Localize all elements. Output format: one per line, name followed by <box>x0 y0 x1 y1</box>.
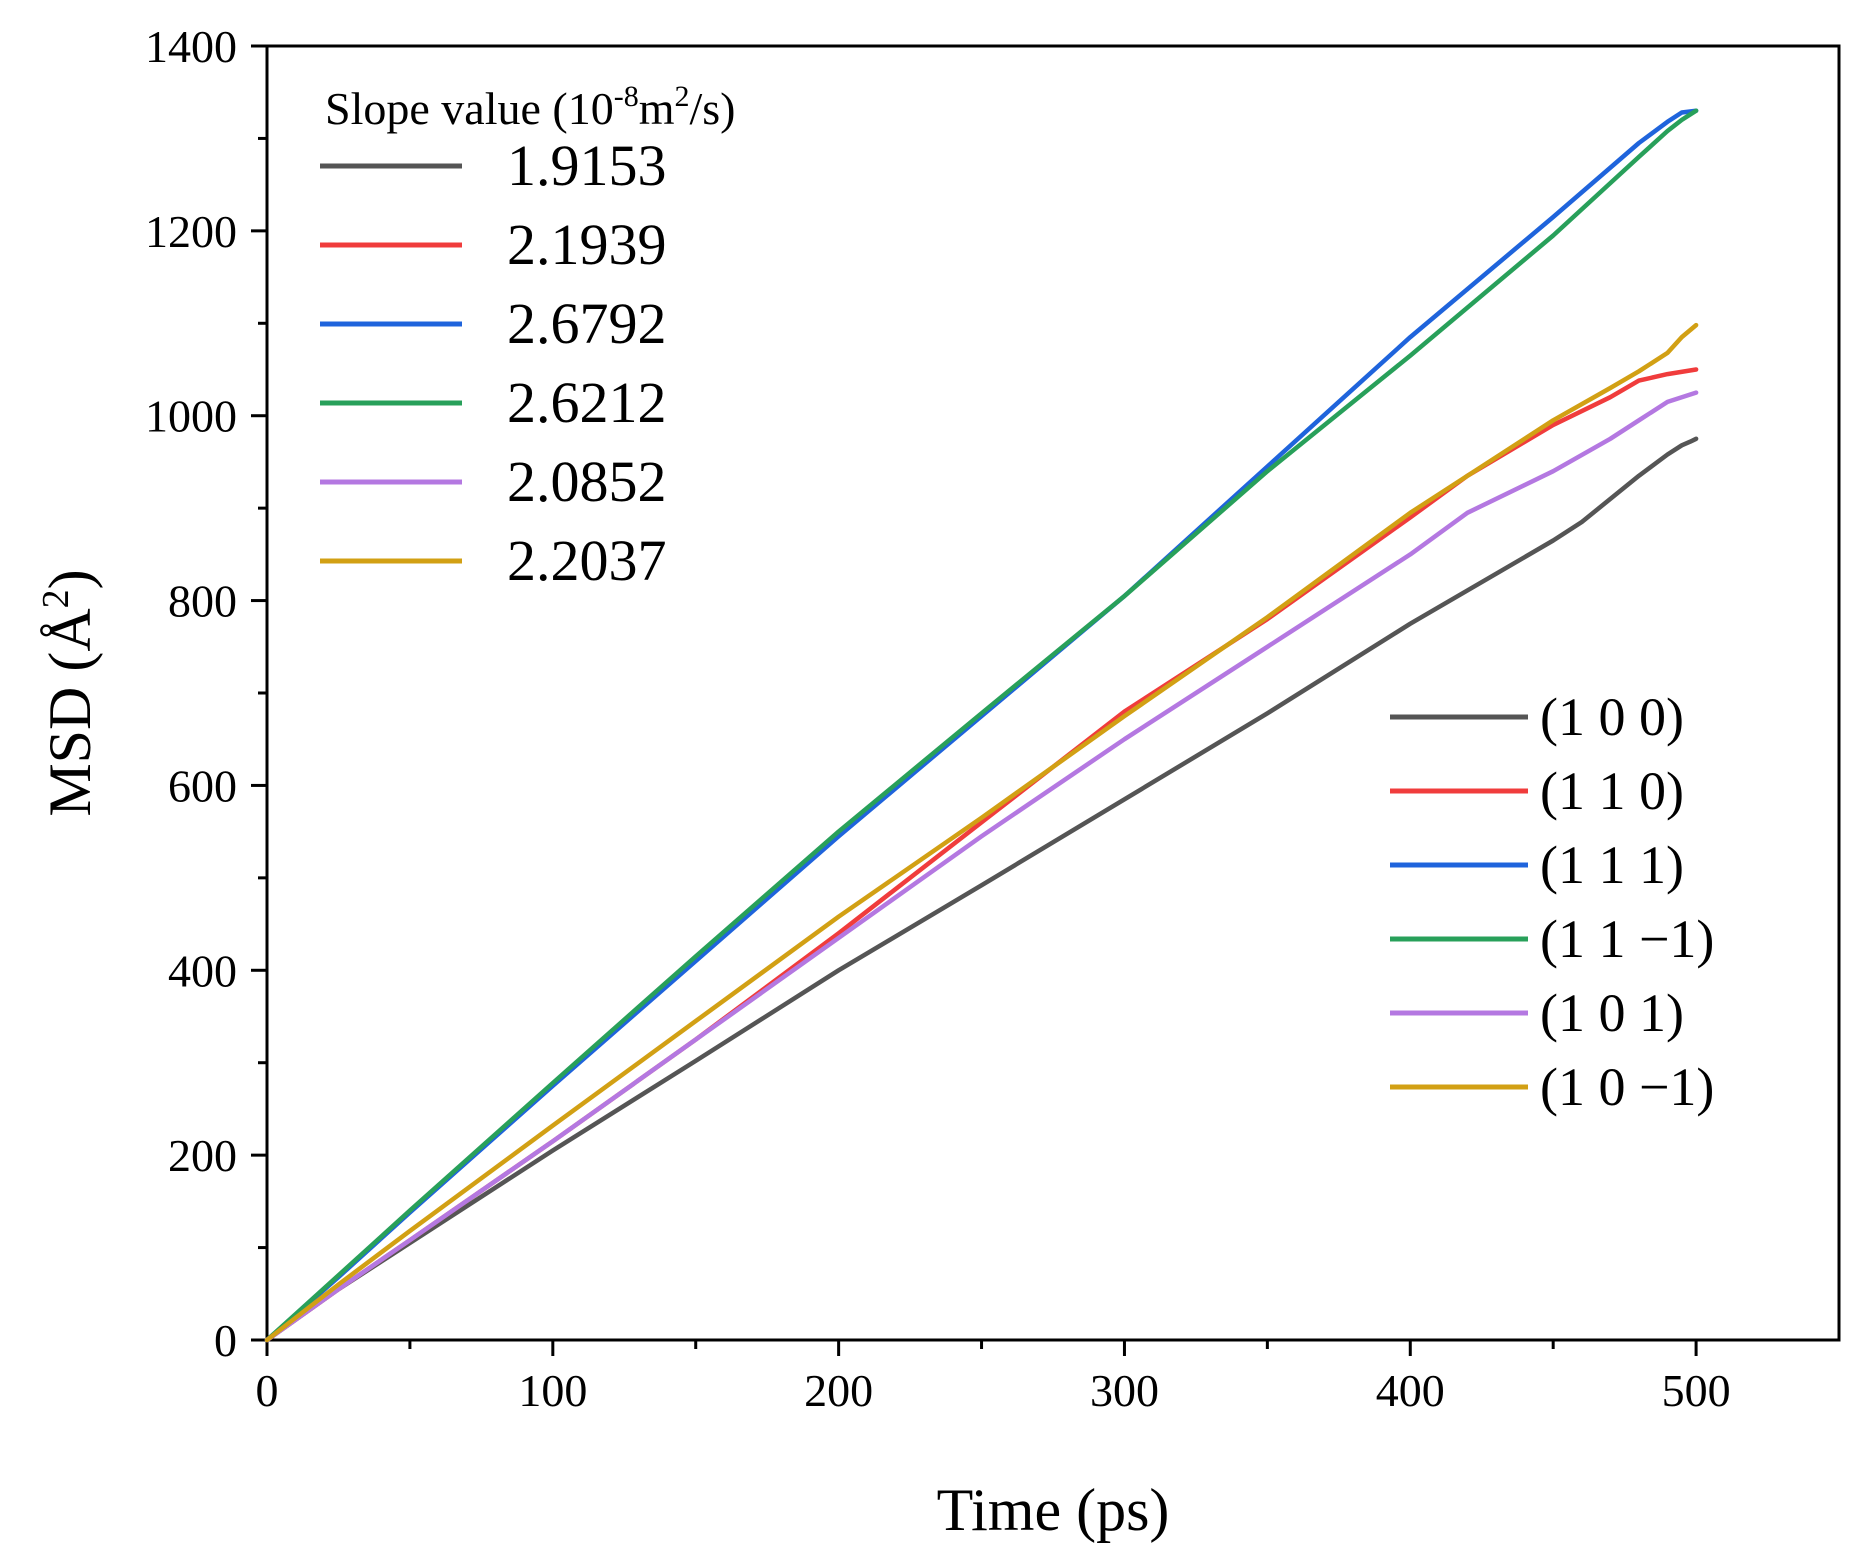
y-tick-label: 600 <box>168 760 237 811</box>
slope-legend-value: 2.6212 <box>507 370 667 435</box>
series-line <box>264 322 1699 1343</box>
series-legend: (1 0 0) (1 1 0) (1 1 1) (1 1 −1) (1 0 1) (1 0… <box>1390 687 1714 1117</box>
x-tick-label: 400 <box>1376 1365 1445 1416</box>
tick-labels: 0 100 200 300 400 500 0 200 400 600 800 1000 1200 140… <box>145 21 1731 1416</box>
series-line <box>264 436 1699 1343</box>
y-tick-label: 200 <box>168 1130 237 1181</box>
slope-header-suffix: /s) <box>690 83 736 134</box>
slope-legend: 1.9153 2.1939 2.6792 2.6212 2.0852 2.2037 <box>320 133 667 593</box>
slope-header-mid: m <box>639 83 675 134</box>
series-line <box>264 108 1699 1343</box>
x-tick-label: 100 <box>518 1365 587 1416</box>
y-tick-label: 400 <box>168 945 237 996</box>
slope-header-prefix: Slope value (10 <box>325 83 614 134</box>
y-tick-label: 1200 <box>145 206 237 257</box>
slope-header-exp: -8 <box>614 80 639 113</box>
y-axis-title-main: MSD (Å <box>37 608 103 816</box>
series-line <box>264 390 1699 1343</box>
slope-legend-value: 2.6792 <box>507 291 667 356</box>
series-legend-label: (1 1 −1) <box>1540 909 1714 969</box>
x-axis-title: Time (ps) <box>937 1477 1170 1543</box>
y-tick-label: 0 <box>214 1315 237 1366</box>
slope-legend-value: 2.1939 <box>507 212 667 277</box>
slope-header-exp2: 2 <box>675 80 690 113</box>
series-legend-label: (1 0 1) <box>1540 983 1684 1043</box>
y-axis-title: MSD (Å2) <box>35 569 103 816</box>
y-tick-label: 800 <box>168 576 237 627</box>
series-legend-label: (1 0 0) <box>1540 687 1684 747</box>
x-tick-label: 0 <box>256 1365 279 1416</box>
x-tick-label: 300 <box>1090 1365 1159 1416</box>
axis-ticks <box>251 44 1698 1356</box>
series-legend-label: (1 1 0) <box>1540 761 1684 821</box>
slope-legend-value: 1.9153 <box>507 133 667 198</box>
series-legend-label: (1 1 1) <box>1540 835 1684 895</box>
slope-legend-header: Slope value (10-8m2/s) <box>325 80 736 134</box>
series-legend-label: (1 0 −1) <box>1540 1057 1714 1117</box>
x-tick-label: 500 <box>1662 1365 1731 1416</box>
slope-legend-value: 2.0852 <box>507 449 667 514</box>
y-tick-label: 1400 <box>145 21 237 72</box>
y-tick-label: 1000 <box>145 391 237 442</box>
x-tick-label: 200 <box>804 1365 873 1416</box>
y-axis-title-close: ) <box>37 569 103 589</box>
y-axis-title-sup: 2 <box>35 589 77 608</box>
slope-legend-value: 2.2037 <box>507 528 667 593</box>
series-lines <box>264 108 1699 1343</box>
